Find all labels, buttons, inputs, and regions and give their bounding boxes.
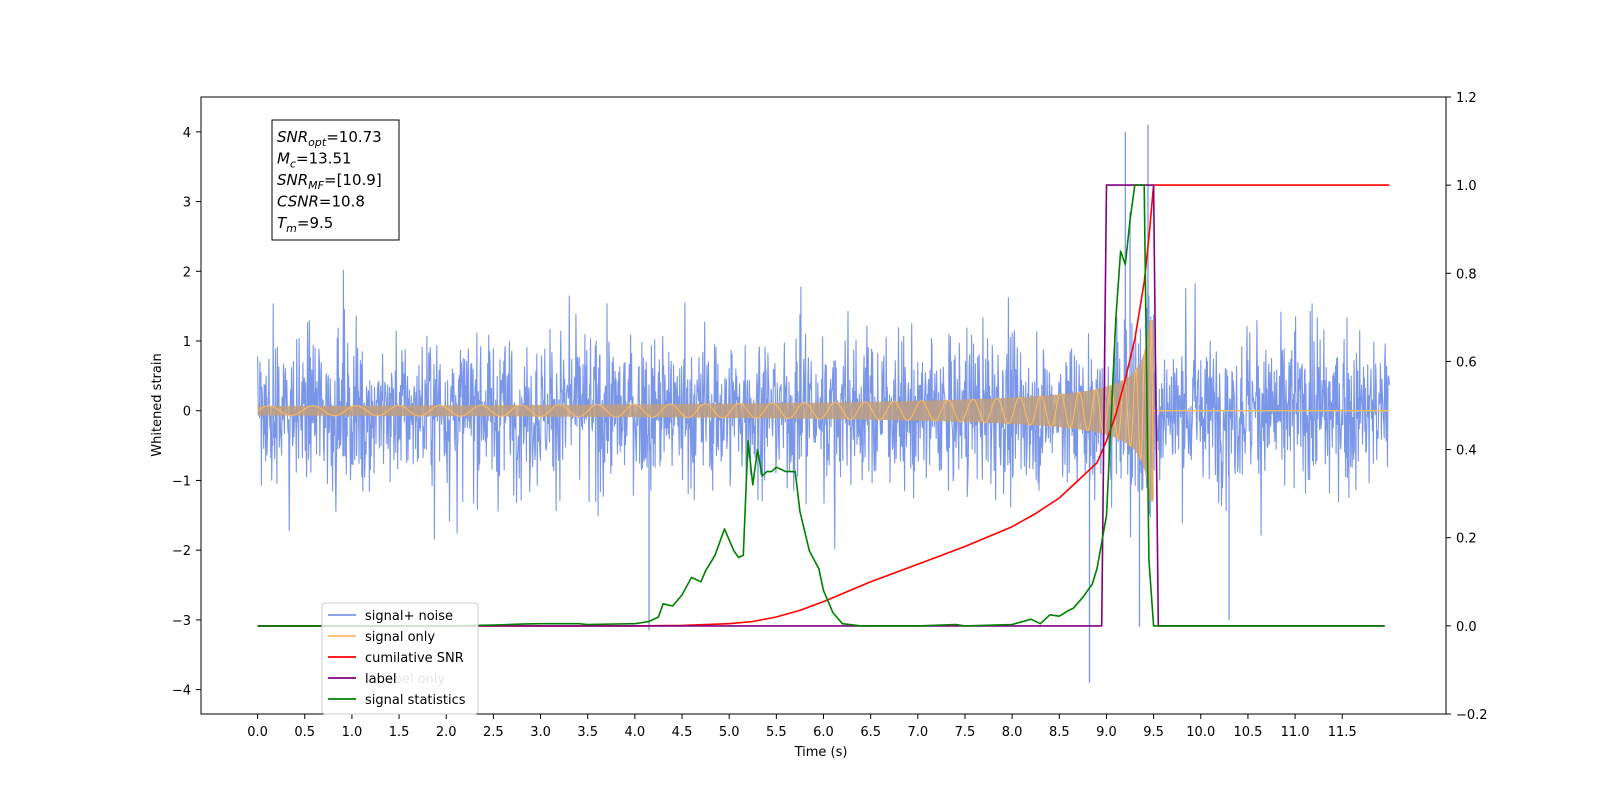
series-line-signal-statistics [257, 184, 1385, 627]
noise-trace [257, 269, 1390, 550]
y-tick-label: −4 [172, 684, 191, 699]
x-tick-label: 3.0 [530, 725, 551, 740]
legend-label: cumilative SNR [365, 651, 464, 666]
x-tick-label: 2.0 [436, 725, 457, 740]
x-tick-label: 8.0 [1002, 725, 1023, 740]
data-layer [257, 124, 1390, 683]
y-tick-label: −1 [172, 474, 191, 489]
x-tick-label: 8.5 [1049, 725, 1070, 740]
info-box-frame [271, 119, 400, 241]
x-tick-label: 9.5 [1143, 725, 1164, 740]
y2-tick-label: 0.2 [1456, 532, 1477, 547]
x-tick-label: 1.0 [342, 725, 363, 740]
x-tick-label: 7.5 [955, 725, 976, 740]
x-tick-label: 1.5 [389, 725, 410, 740]
info-line: Tm=9.5 [277, 214, 333, 235]
y-tick-label: 0 [183, 405, 191, 420]
info-box: SNRopt=10.73Mc=13.51SNRMF=[10.9]CSNR=10.… [271, 119, 400, 241]
y2-tick-label: 1.0 [1456, 179, 1477, 194]
y2-tick-label: 0.0 [1456, 620, 1477, 635]
x-tick-label: 7.0 [907, 725, 928, 740]
x-tick-label: 3.5 [577, 725, 598, 740]
x-tick-label: 5.0 [719, 725, 740, 740]
signal-envelope [257, 320, 1159, 502]
y-tick-label: 2 [183, 265, 191, 280]
x-tick-label: 9.0 [1096, 725, 1117, 740]
x-tick-label: 10.0 [1186, 725, 1215, 740]
y2-tick-label: 0.4 [1456, 444, 1477, 459]
x-tick-label: 2.5 [483, 725, 504, 740]
x-tick-label: 5.5 [766, 725, 787, 740]
info-line: CSNR=10.8 [277, 193, 365, 211]
info-line: SNRopt=10.73 [277, 128, 382, 149]
info-line: SNRMF=[10.9] [277, 171, 382, 192]
y-tick-label: 1 [183, 335, 191, 350]
y2-tick-label: 1.2 [1456, 91, 1477, 106]
y-tick-label: 4 [183, 126, 191, 141]
y2-tick-label: −0.2 [1456, 708, 1488, 723]
x-tick-label: 11.0 [1281, 725, 1310, 740]
x-tick-label: 11.5 [1328, 725, 1357, 740]
x-tick-label: 4.0 [625, 725, 646, 740]
legend-label: signal only [365, 630, 435, 645]
y-tick-label: 3 [183, 196, 191, 211]
y2-tick-label: 0.8 [1456, 267, 1477, 282]
x-axis-title: Time (s) [794, 745, 848, 760]
legend-label: signal+ noise [365, 609, 453, 624]
legend-frame [321, 602, 479, 715]
x-tick-label: 6.5 [860, 725, 881, 740]
x-tick-label: 6.0 [813, 725, 834, 740]
legend-label: label [365, 672, 396, 687]
info-line: Mc=13.51 [277, 150, 352, 171]
x-tick-label: 10.5 [1233, 725, 1262, 740]
y-tick-label: −2 [172, 544, 191, 559]
x-tick-label: 0.5 [294, 725, 315, 740]
signal-trace [257, 318, 1155, 499]
y-tick-label: −3 [172, 614, 191, 629]
x-tick-label: 4.5 [672, 725, 693, 740]
axes-layer: 0.0 0.5 1.0 1.5 2.0 2.5 3.0 3.5 4.0 4.5 5.0 5.5 6.0 6… [172, 91, 1488, 740]
series-line-cumilative-snr [257, 184, 1390, 627]
legend-label: signal statistics [365, 693, 466, 708]
y2-tick-label: 0.6 [1456, 355, 1477, 370]
y-axis-title: Whitened strain [150, 353, 165, 456]
x-tick-label: 0.0 [247, 725, 268, 740]
